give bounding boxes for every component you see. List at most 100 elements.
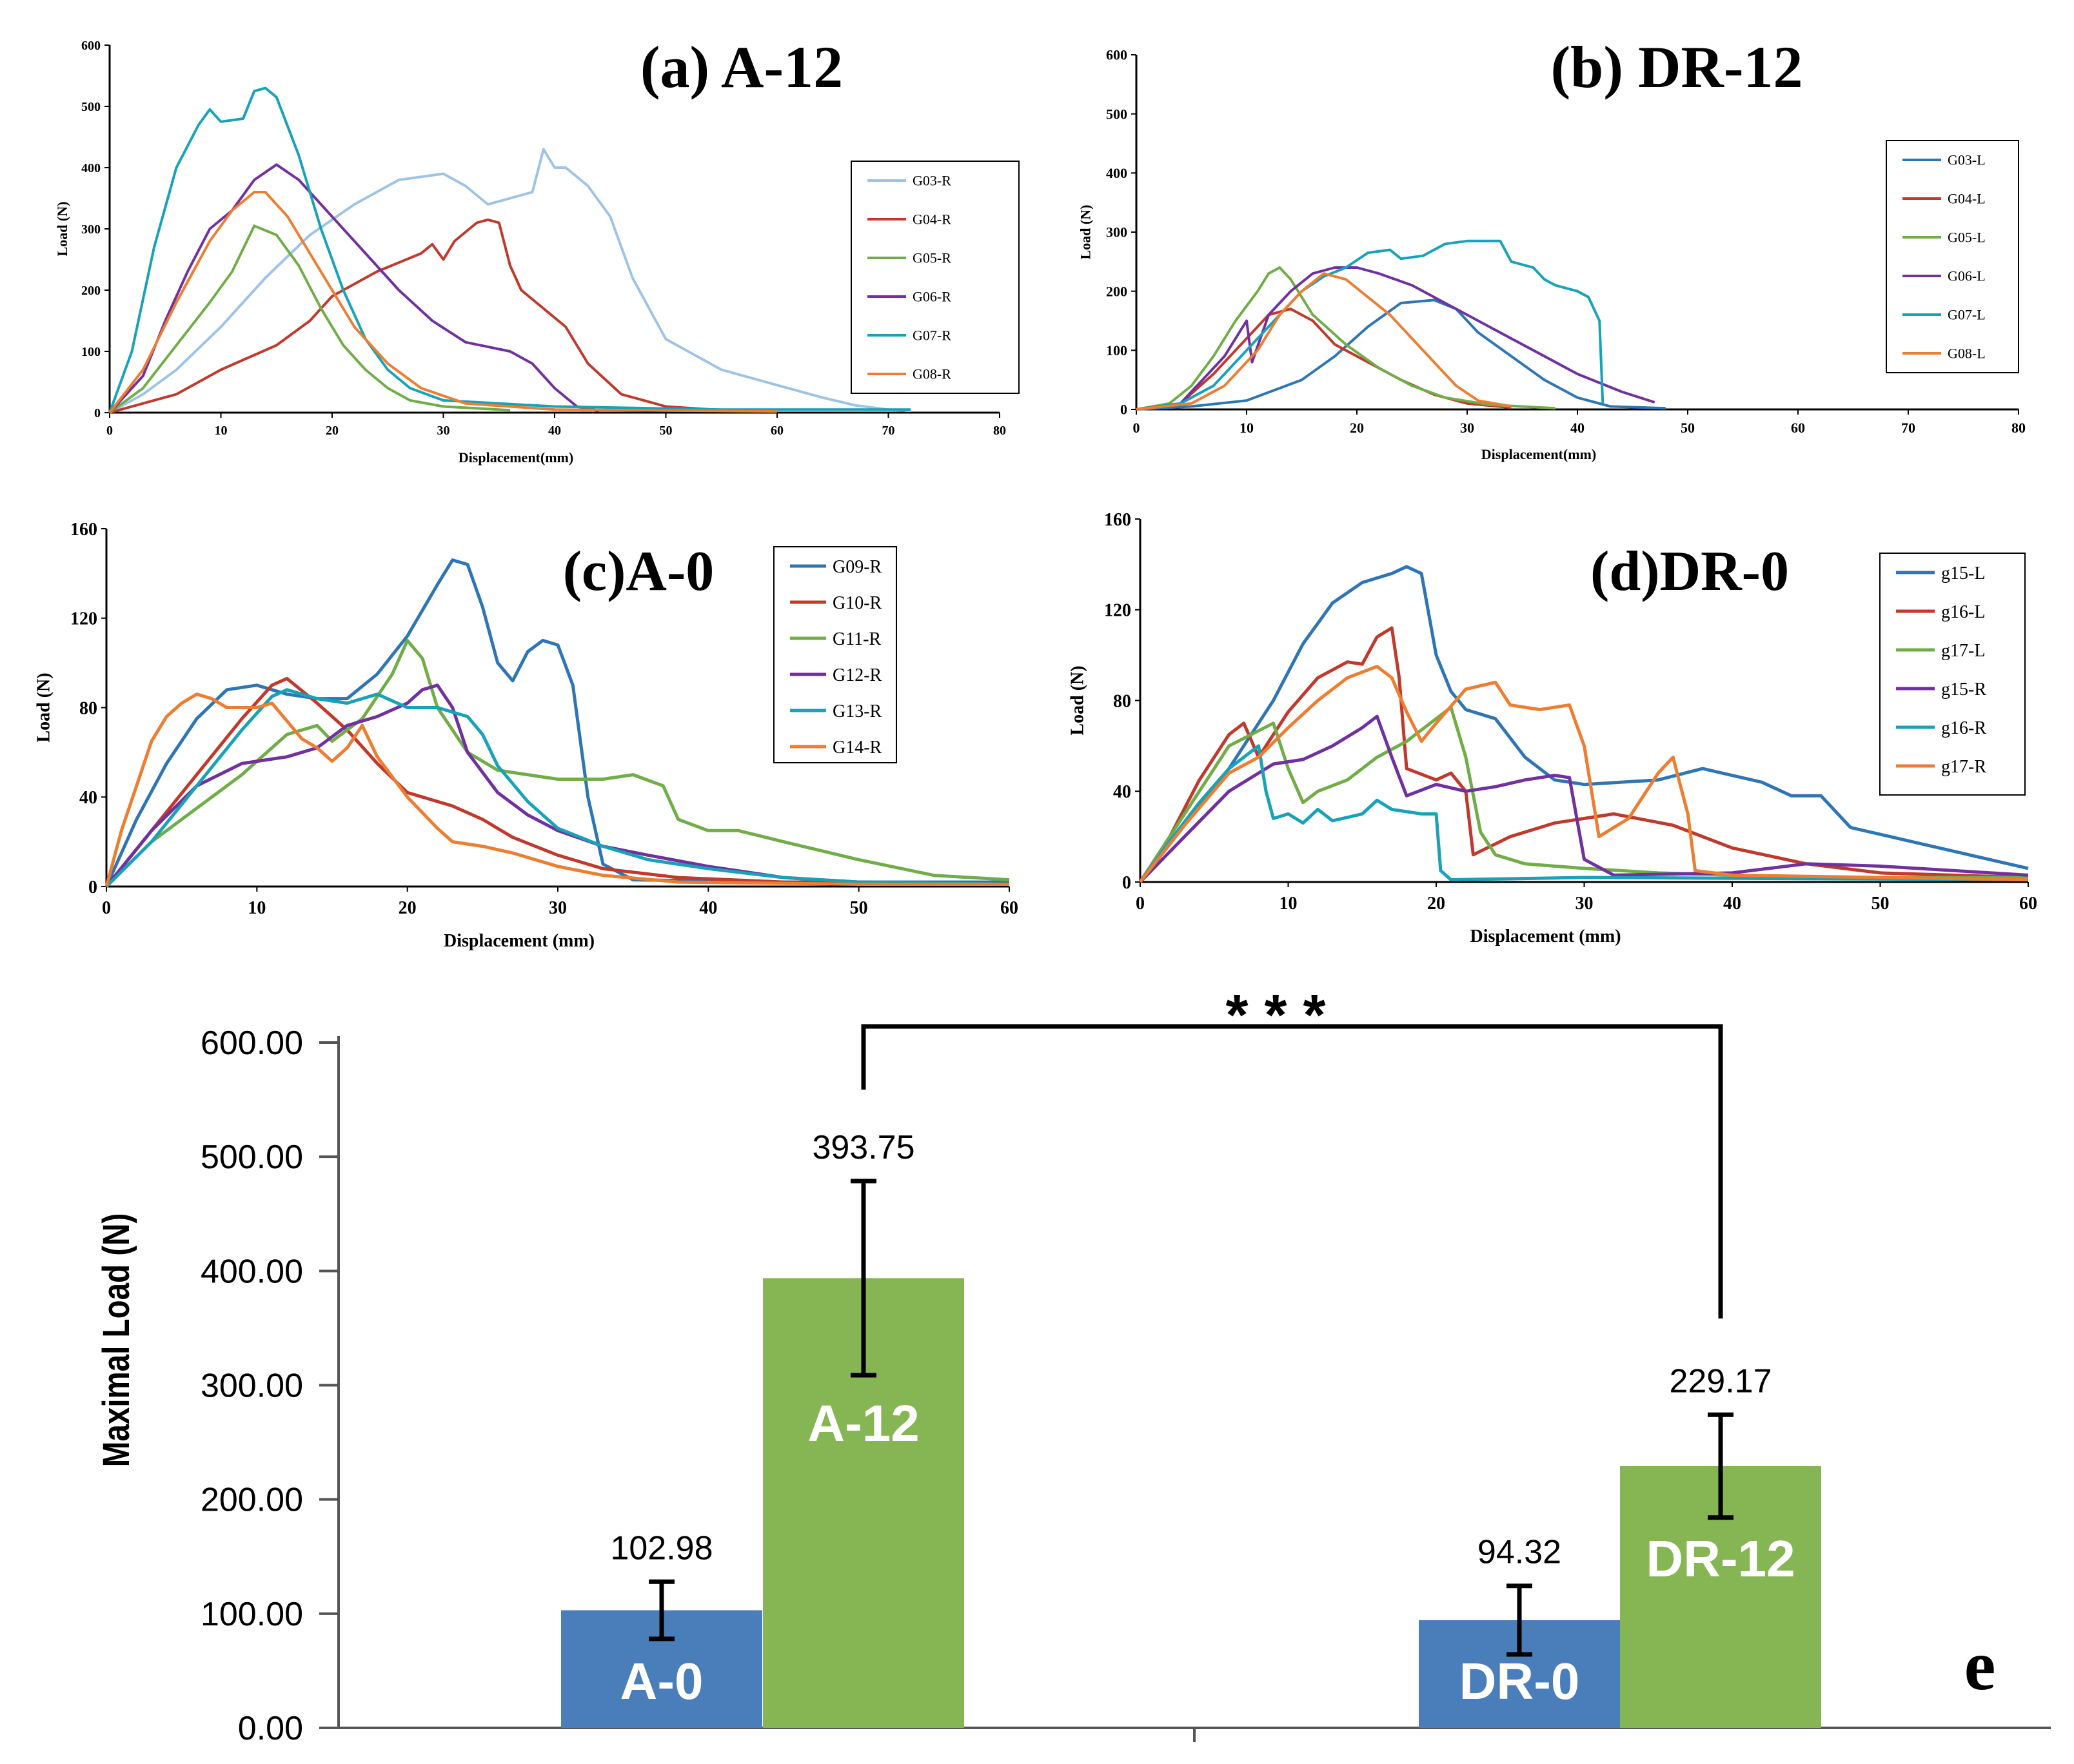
series-line-G08-L	[1136, 272, 1512, 411]
legend-entry: G11-R	[833, 629, 882, 649]
significance-marker: * * *	[1225, 983, 1325, 1048]
y-tick-label: 200.00	[201, 1482, 303, 1519]
legend-entry: G05-L	[1948, 230, 1986, 246]
x-tick-label: 70	[882, 424, 895, 438]
legend: g15-L g16-L g17-L g15-R g16-R g17-R	[1879, 553, 2026, 796]
series-line-g17-L	[1138, 705, 2028, 883]
y-tick-label: 40	[1113, 782, 1131, 802]
series-line-g15-L	[1139, 565, 2029, 883]
legend-entry: G07-R	[913, 328, 951, 344]
x-tick-label: 60	[1791, 420, 1805, 436]
panel-a: 0 10 20 30 40 50 60 70 80 0 100 200 300 400 500 600 Disp…	[54, 34, 1020, 466]
series-line-G03-L	[1136, 299, 1666, 411]
x-tick-label: 10	[248, 898, 266, 918]
legend-entry: G08-R	[913, 366, 951, 382]
x-tick-label: 40	[699, 898, 717, 918]
series-line-g17-R	[1139, 665, 2029, 883]
x-tick-label: 80	[993, 424, 1006, 438]
series-line-G13-R	[105, 688, 1010, 888]
y-tick-label: 300	[81, 222, 101, 237]
y-tick-label: 0	[94, 406, 101, 420]
y-tick-label: 0.00	[238, 1710, 303, 1747]
series-line-G03-R	[109, 148, 911, 414]
x-tick-label: 10	[1239, 420, 1254, 436]
y-tick-label: 600.00	[201, 1024, 303, 1062]
x-tick-label: 0	[106, 424, 113, 438]
y-tick-label: 500.00	[201, 1139, 303, 1176]
y-tick-label: 300.00	[201, 1367, 303, 1405]
series-line-G12-R	[105, 683, 1010, 888]
legend-entry: g15-R	[1941, 680, 1986, 700]
legend: G03-R G04-R G05-R G06-R G07-R G08-R	[851, 161, 1020, 394]
x-tick-label: 20	[326, 424, 339, 438]
series-line-G06-L	[1136, 266, 1655, 411]
significance-bracket	[861, 1024, 1723, 1318]
y-tick-label: 600	[1106, 47, 1127, 63]
legend-entry: G05-R	[913, 250, 951, 266]
y-axis-label: Load (N)	[34, 672, 54, 742]
bar-label: DR-0	[1459, 1652, 1580, 1710]
x-tick-label: 30	[437, 424, 450, 438]
y-tick-label: 0	[1120, 402, 1127, 418]
series-line-G08-R	[108, 191, 778, 414]
legend-entry: G04-L	[1948, 191, 1986, 207]
x-tick-label: 40	[548, 424, 561, 438]
series-line-G14-R	[104, 692, 1009, 887]
legend-entry: G06-L	[1948, 268, 1986, 284]
x-tick-label: 10	[1279, 894, 1298, 914]
legend-entry: G03-L	[1948, 152, 1986, 168]
bar-label: A-12	[807, 1395, 919, 1452]
x-tick-label: 40	[1570, 420, 1585, 436]
y-tick-label: 200	[1106, 283, 1127, 299]
x-tick-label: 50	[1872, 894, 1890, 914]
x-tick-label: 40	[1723, 894, 1741, 914]
legend-entry: G12-R	[833, 665, 882, 685]
y-tick-label: 40	[79, 788, 97, 808]
y-tick-label: 400	[81, 161, 101, 175]
chart-title: (b) DR-12	[1551, 34, 1803, 100]
legend-entry: g15-L	[1941, 564, 1985, 583]
legend-entry: G06-R	[913, 289, 951, 305]
y-tick-label: 500	[81, 100, 101, 114]
data-label: 229.17	[1669, 1362, 1772, 1400]
legend-entry: G10-R	[833, 593, 882, 613]
x-tick-label: 50	[850, 898, 868, 918]
legend-entry: G14-R	[833, 738, 882, 758]
legend-entry: G03-R	[913, 173, 951, 189]
x-tick-label: 30	[1575, 894, 1594, 914]
x-axis-label: Displacement(mm)	[459, 449, 573, 466]
legend-entry: g16-R	[1941, 718, 1986, 738]
data-label: 393.75	[812, 1129, 914, 1166]
y-tick-label: 120	[70, 609, 97, 629]
x-tick-label: 60	[1000, 898, 1018, 918]
legend-box	[773, 546, 897, 763]
x-tick-label: 0	[1133, 420, 1140, 436]
legend-box	[1886, 140, 2019, 373]
y-tick-label: 100.00	[201, 1596, 303, 1633]
legend-entry: g16-L	[1941, 602, 1985, 622]
legend: G09-R G10-R G11-R G12-R G13-R G14-R	[773, 546, 897, 763]
x-tick-label: 60	[771, 424, 784, 438]
legend-box	[1879, 553, 2026, 796]
x-axis-label: Displacement(mm)	[1481, 446, 1596, 462]
x-tick-label: 10	[215, 424, 228, 438]
x-tick-label: 0	[102, 898, 111, 918]
y-tick-label: 400.00	[201, 1253, 303, 1290]
x-tick-label: 20	[1350, 420, 1364, 436]
series-line-g16-L	[1138, 626, 2029, 883]
y-tick-label: 160	[1104, 510, 1131, 530]
y-axis-label: Load (N)	[1068, 665, 1088, 735]
series-line-G05-L	[1136, 266, 1556, 411]
y-tick-label: 100	[1106, 342, 1127, 358]
bar-label: DR-12	[1646, 1530, 1795, 1587]
legend-entry: G04-R	[913, 211, 951, 228]
panel-d: 0 10 20 30 40 50 60 0 40 80 120 160 Displacement (mm…	[1068, 510, 2037, 946]
legend-entry: G08-L	[1948, 346, 1986, 362]
y-tick-label: 0	[88, 877, 97, 897]
bar-label: A-0	[620, 1652, 704, 1710]
x-tick-label: 20	[399, 898, 417, 918]
y-tick-label: 160	[70, 520, 97, 540]
legend-entry: G09-R	[833, 557, 882, 577]
x-tick-label: 50	[1681, 420, 1695, 436]
